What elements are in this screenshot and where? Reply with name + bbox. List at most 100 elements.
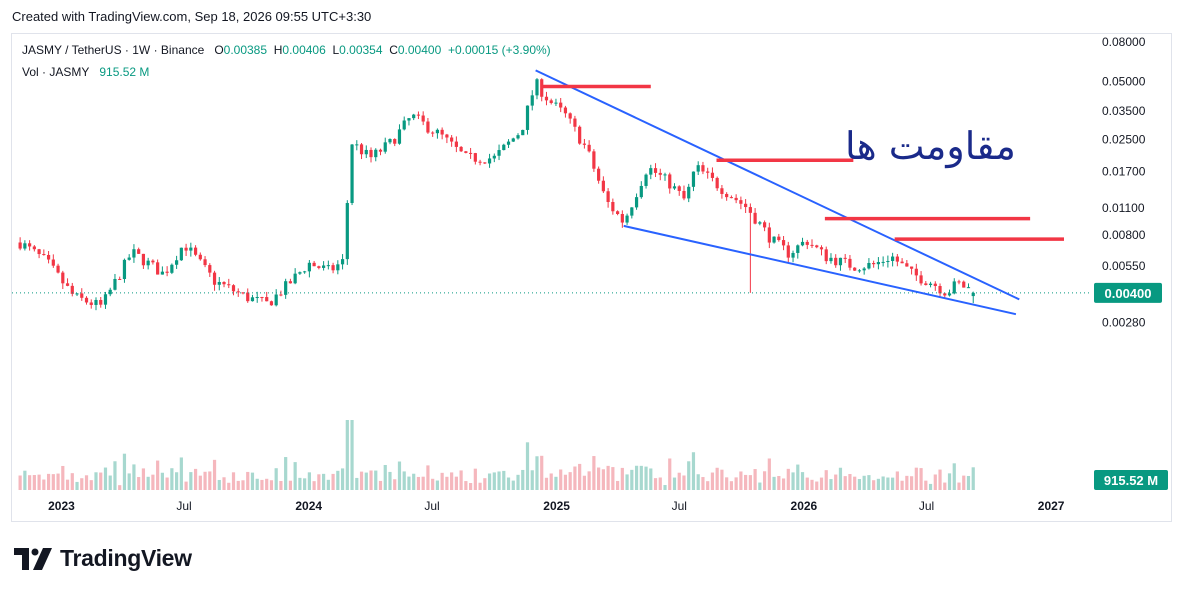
volume-bar	[549, 473, 553, 490]
volume-bar	[227, 482, 231, 490]
candle-body	[710, 172, 715, 178]
close-label: C	[389, 43, 398, 57]
candle-body	[549, 100, 553, 104]
y-tick-label: 0.03500	[1102, 104, 1146, 118]
candle-body	[388, 139, 392, 143]
x-tick-label: Jul	[919, 499, 934, 513]
candle-body	[511, 138, 515, 142]
candle-body	[407, 118, 411, 121]
candle-body	[307, 262, 311, 272]
volume-bar	[853, 476, 857, 490]
candle-body	[696, 165, 700, 172]
candle-body	[426, 121, 430, 133]
volume-bar	[189, 472, 193, 490]
volume-bar	[914, 467, 918, 490]
candle-body	[639, 185, 643, 198]
volume-bar	[573, 466, 577, 490]
candle-body	[582, 143, 587, 145]
candle-body	[175, 260, 179, 265]
volume-bar	[658, 477, 662, 490]
volume-bar	[796, 464, 800, 490]
candle-body	[208, 265, 212, 273]
volume-bar	[203, 471, 207, 490]
volume-bar	[777, 475, 781, 490]
candle-body	[246, 292, 250, 302]
volume-bar	[298, 477, 302, 490]
candle-body	[857, 270, 862, 272]
last-price-badge	[1094, 282, 1162, 303]
volume-bar	[933, 474, 937, 490]
change-value: +0.00015 (+3.90%)	[447, 43, 551, 57]
candle-body	[777, 236, 781, 241]
volume-bar	[611, 467, 615, 490]
x-tick-label: 2026	[791, 499, 818, 513]
candle-body	[483, 162, 487, 164]
volume-bar	[800, 472, 805, 490]
candle-body	[966, 287, 971, 289]
candle-body	[454, 141, 458, 147]
volume-bar	[241, 480, 245, 490]
candle-body	[331, 265, 335, 271]
candle-body	[288, 281, 293, 284]
tradingview-logo: TradingView	[14, 545, 192, 572]
candle-body	[160, 271, 164, 275]
candle-body	[781, 240, 786, 246]
candle-body	[113, 278, 117, 290]
candle-body	[156, 262, 160, 275]
volume-bar	[170, 468, 174, 490]
y-tick-label: 0.00280	[1102, 316, 1146, 330]
volume-bar	[23, 470, 27, 490]
candle-body	[592, 151, 596, 169]
candle-body	[369, 149, 373, 158]
trendline-lower[interactable]	[623, 224, 1017, 316]
volume-bar	[307, 472, 311, 490]
last-price-label: 0.00400	[1105, 286, 1152, 301]
volume-bar	[393, 479, 397, 490]
volume-bar	[554, 476, 558, 490]
low-label: L	[332, 43, 340, 57]
candle-body	[236, 291, 240, 293]
volume-bar	[364, 472, 368, 490]
candle-body	[734, 197, 738, 201]
candle-body	[203, 259, 207, 266]
candle-body	[364, 149, 368, 155]
volume-bar	[753, 469, 757, 490]
volume-bar	[274, 468, 278, 490]
volume-bar	[506, 477, 511, 490]
candle-body	[464, 151, 468, 153]
volume-bar	[407, 476, 411, 490]
candle-body	[326, 265, 330, 267]
candle-body	[772, 236, 776, 243]
volume-bar	[559, 469, 563, 490]
candle-body	[231, 285, 236, 292]
candle-body	[706, 171, 710, 173]
candle-body	[957, 281, 961, 283]
x-tick-label: Jul	[176, 499, 191, 513]
volume-bar	[70, 473, 74, 490]
candle-body	[103, 294, 108, 305]
x-tick-label: 2024	[295, 499, 322, 513]
volume-bar	[369, 470, 373, 490]
candle-body	[450, 137, 454, 142]
volume-bar	[383, 464, 387, 490]
volume-title[interactable]: Vol · JASMY	[22, 65, 90, 79]
volume-bar	[312, 481, 316, 490]
candle-body	[269, 301, 274, 306]
volume-bar	[706, 481, 710, 490]
chart-frame[interactable]	[11, 33, 1172, 522]
volume-bar	[582, 475, 587, 490]
candle-body	[497, 150, 501, 156]
volume-bar	[445, 476, 449, 490]
volume-badge	[1094, 470, 1168, 490]
symbol-title[interactable]: JASMY / TetherUS · 1W · Binance	[22, 43, 205, 57]
candle-body	[796, 245, 800, 253]
candle-body	[80, 293, 84, 298]
y-tick-label: 0.02500	[1102, 132, 1146, 146]
candle-body	[274, 294, 278, 306]
candle-body	[37, 249, 41, 255]
close-value: 0.00400	[397, 43, 442, 57]
volume-bar	[255, 478, 259, 490]
volume-bar	[649, 468, 653, 490]
trendline-upper[interactable]	[535, 69, 1020, 301]
